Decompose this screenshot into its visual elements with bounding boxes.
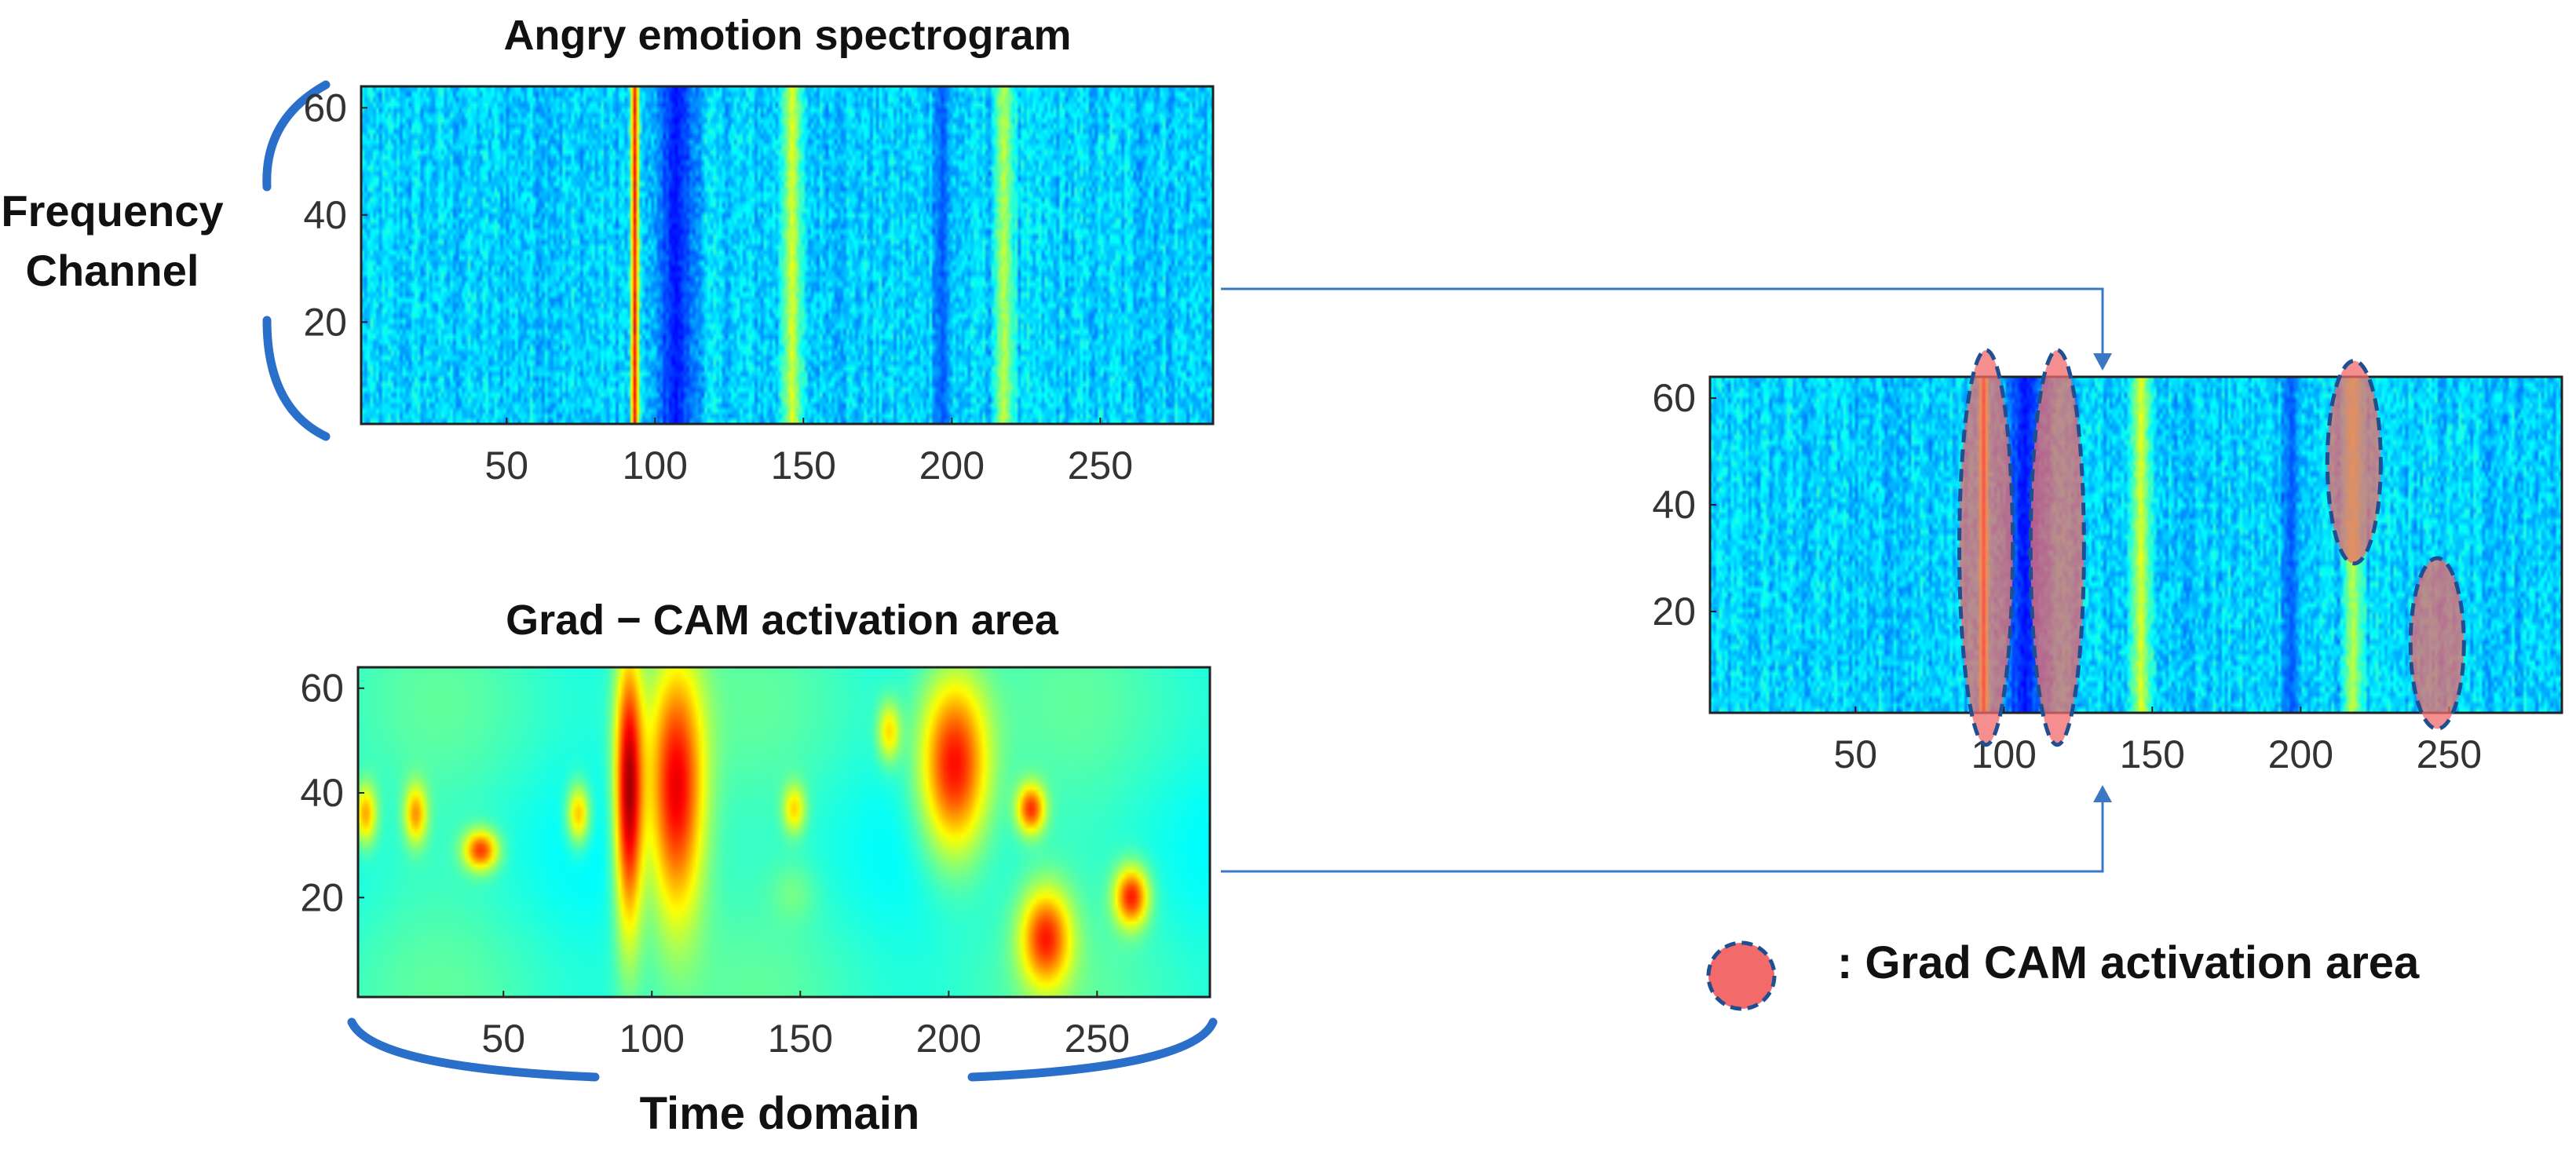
plot-frame — [356, 666, 1211, 999]
bottom-brace-right — [967, 1017, 1218, 1082]
y-tick-label: 20 — [300, 875, 344, 919]
legend-label: : Grad CAM activation area — [1837, 937, 2420, 988]
brace-lower — [262, 316, 331, 441]
arrowhead-down — [2093, 353, 2112, 371]
y-tick-label: 40 — [303, 193, 347, 237]
arrowhead-up — [2093, 785, 2112, 802]
bottom-brace-left — [347, 1017, 600, 1082]
activation-ellipse — [2408, 556, 2466, 731]
connector-arrows — [1221, 287, 2112, 873]
y-tick-label: 40 — [1652, 483, 1696, 527]
activation-highlights — [1957, 348, 2466, 747]
ylabel-line2: Channel — [26, 246, 199, 295]
gradcam-heatmap — [358, 667, 1210, 997]
x-tick-label: 200 — [2268, 732, 2333, 776]
spectrogram-title: Angry emotion spectrogram — [503, 12, 1071, 59]
activation-ellipse — [2325, 359, 2383, 566]
gradcam-title: Grad − CAM activation area — [506, 597, 1059, 644]
brace-upper — [262, 80, 331, 192]
spectrogram-heatmap — [361, 86, 1213, 424]
gradcam-axes: 50 100 150 200 250 20 40 60 — [300, 666, 1211, 1061]
legend-ellipse-swatch — [1706, 940, 1777, 1011]
arrow-spectrogram-to-overlay — [1221, 287, 2104, 363]
y-tick-label: 60 — [300, 666, 344, 710]
x-tick-label: 200 — [916, 1017, 981, 1061]
plot-frame — [360, 85, 1215, 425]
x-tick-label: 100 — [619, 1017, 685, 1061]
x-tick-label: 150 — [2120, 732, 2185, 776]
xlabel: Time domain — [640, 1088, 920, 1139]
x-tick-label: 100 — [623, 444, 688, 488]
x-tick-label: 150 — [771, 444, 836, 488]
spectrogram-axes: 50 100 150 200 250 20 40 60 — [303, 85, 1215, 488]
x-tick-label: 250 — [2417, 732, 2482, 776]
x-tick-label: 150 — [768, 1017, 833, 1061]
activation-ellipse — [1957, 348, 2015, 747]
x-tick-label: 250 — [1068, 444, 1133, 488]
x-tick-label: 250 — [1065, 1017, 1130, 1061]
activation-ellipse — [2028, 348, 2086, 747]
x-tick-label: 50 — [1833, 732, 1877, 776]
plot-frame — [1708, 375, 2563, 714]
y-tick-label: 20 — [303, 300, 347, 344]
y-tick-label: 20 — [1652, 590, 1696, 634]
y-tick-label: 40 — [300, 771, 344, 815]
y-tick-label: 60 — [1652, 376, 1696, 420]
x-tick-label: 50 — [481, 1017, 525, 1061]
x-tick-label: 200 — [919, 444, 985, 488]
x-tick-label: 50 — [484, 444, 528, 488]
ylabel-line1: Frequency — [1, 186, 223, 236]
arrow-gradcam-to-overlay — [1221, 793, 2104, 873]
y-tick-label: 60 — [303, 86, 347, 130]
